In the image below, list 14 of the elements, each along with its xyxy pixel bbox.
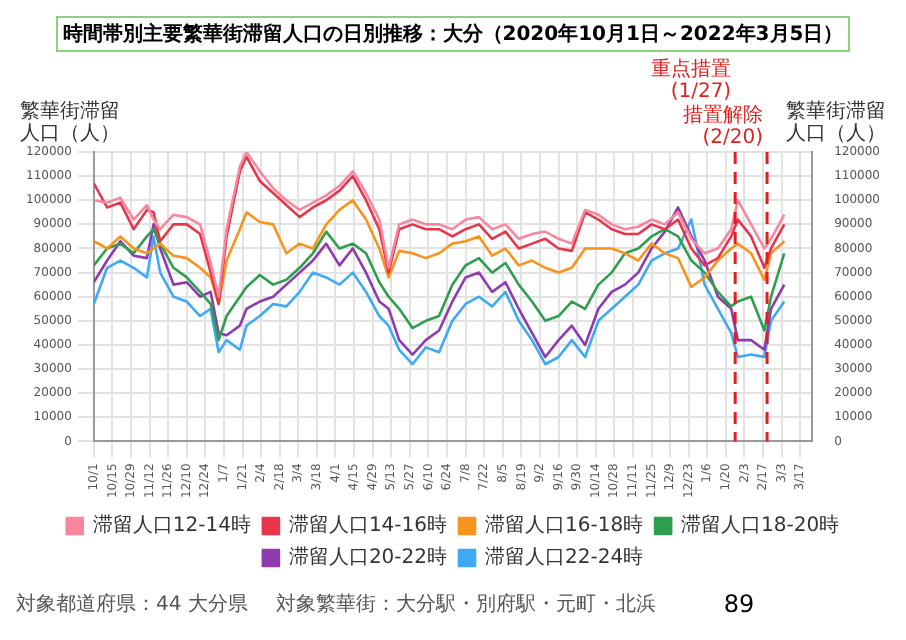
y-axis-title: 繁華街滞留人口（人） (20, 99, 120, 146)
legend-label: 滞留人口18-20時 (681, 513, 840, 538)
legend-label: 滞留人口14-16時 (288, 513, 448, 538)
text: 対象繁華街：大分駅・別府駅・元町・北浜 (275, 591, 656, 618)
text: 対象都道府県：44 大分県 (16, 591, 248, 618)
text: 89 (723, 590, 755, 618)
ref-line-label: 措置解除(2/20) (683, 103, 764, 150)
legend-label: 滞留人口12-14時 (92, 513, 251, 538)
ref-line-label: 重点措置(1/27) (651, 57, 732, 104)
legend-label: 滞留人口20-22時 (288, 545, 448, 570)
legend-label: 滞留人口22-24時 (485, 545, 644, 570)
y2-axis-title: 繁華街滞留人口（人） (786, 99, 886, 146)
chart-title: 時間帯別主要繁華街滞留人口の日別推移：大分（2020年10月1日～2022年3月5日） (56, 16, 850, 52)
legend-label: 滞留人口16-18時 (485, 513, 644, 538)
